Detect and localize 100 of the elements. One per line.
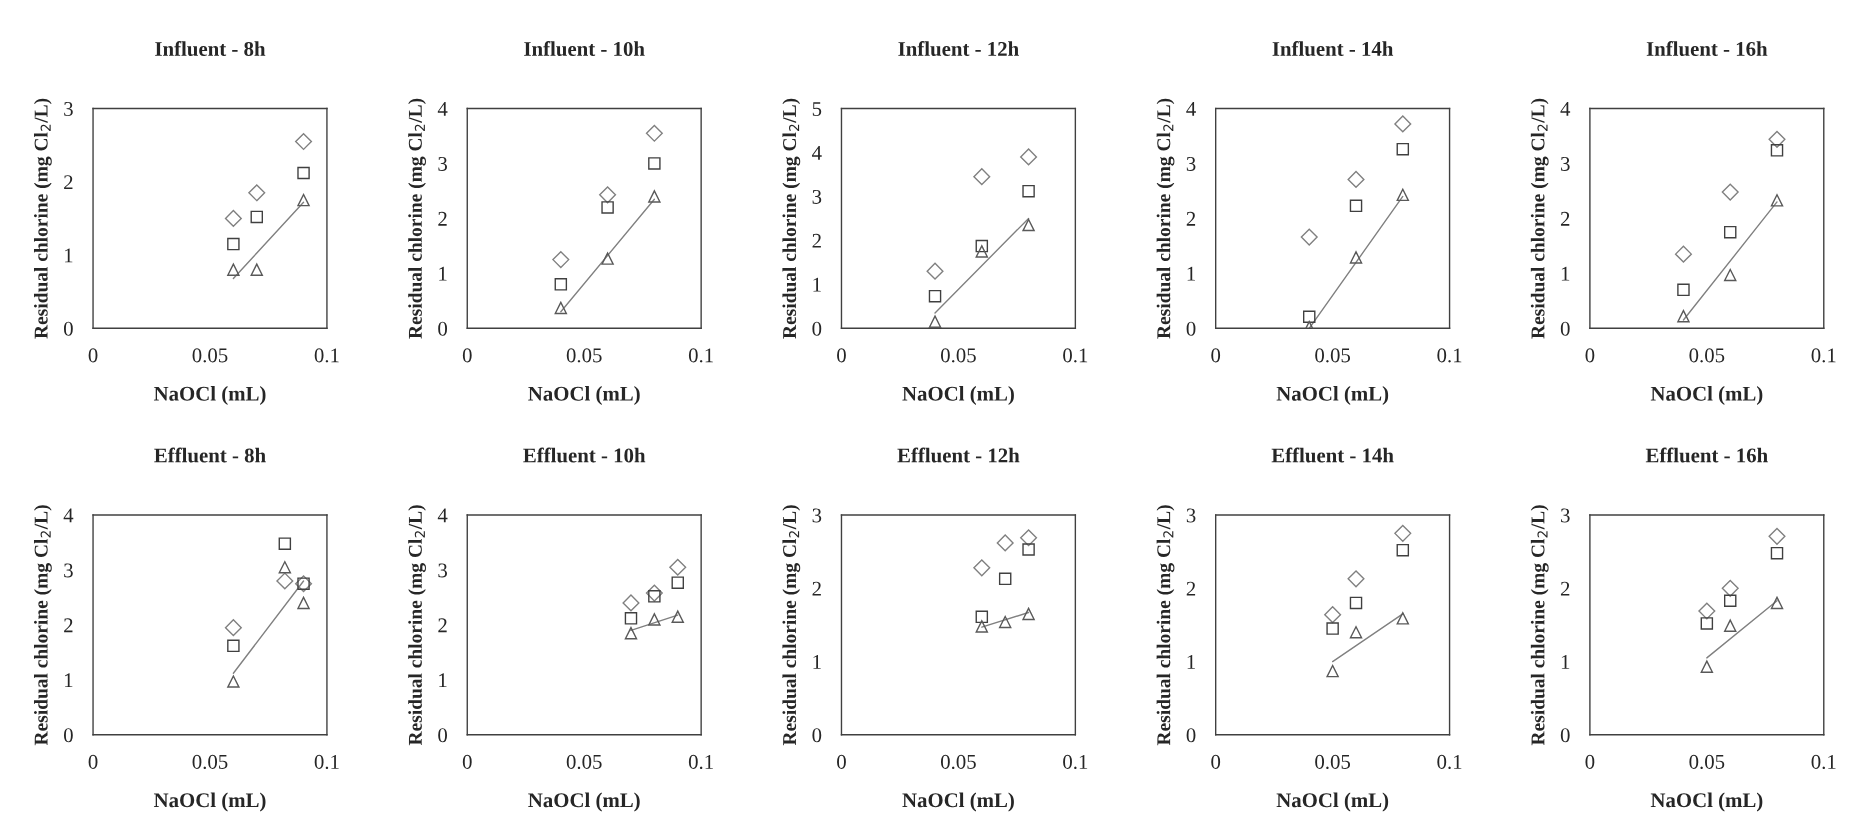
x-axis-title: NaOCl (mL) (153, 386, 266, 405)
y-axis-title: Residual chlorine (mg Cl$_{2}$/L) (1530, 98, 1549, 339)
x-axis-title: NaOCl (mL) (1650, 386, 1763, 405)
x-tick-label: 0 (1211, 348, 1221, 363)
chart-title: Effluent - 16h (1645, 447, 1768, 463)
y-tick-label: 2 (812, 233, 821, 248)
x-tick-label: 0.1 (1811, 348, 1836, 363)
y-axis-title: Residual chlorine (mg Cl$_{2}$/L) (782, 98, 801, 339)
point (1723, 268, 1737, 282)
y-tick-label: 0 (1186, 321, 1196, 336)
point (645, 124, 663, 142)
chart-title: Effluent - 8h (154, 447, 266, 463)
y-axis-title: Residual chlorine (mg Cl$_{2}$/L) (33, 505, 52, 746)
x-tick-label: 0.05 (566, 754, 602, 769)
x-tick-label: 0 (1211, 754, 1221, 769)
x-tick-label: 0 (88, 348, 98, 363)
point (224, 209, 242, 227)
point (1723, 619, 1737, 632)
point (669, 558, 687, 576)
point (278, 537, 292, 550)
y-tick-label: 1 (65, 673, 73, 688)
x-tick-label: 0.1 (314, 348, 339, 363)
y-tick-label: 2 (1560, 581, 1570, 596)
point (996, 534, 1014, 552)
y-tick-label: 3 (438, 156, 447, 171)
point (601, 252, 614, 265)
point (599, 186, 617, 204)
point (645, 584, 663, 602)
point (554, 301, 568, 315)
point (278, 560, 292, 574)
point (1700, 617, 1714, 630)
x-tick-label: 0.1 (1063, 754, 1088, 769)
point (601, 201, 614, 214)
point (624, 626, 638, 640)
x-tick-label: 0.05 (1689, 348, 1725, 363)
y-tick-label: 0 (1560, 321, 1570, 336)
x-tick-label: 0.1 (688, 348, 713, 363)
y-tick-label: 3 (1186, 508, 1196, 523)
x-tick-label: 0.05 (192, 348, 228, 363)
x-tick-label: 0.1 (314, 754, 339, 769)
x-tick-label: 0.05 (1315, 348, 1351, 363)
x-tick-label: 0 (837, 754, 846, 769)
point (975, 239, 989, 253)
y-tick-label: 3 (1561, 156, 1570, 171)
x-tick-label: 0.05 (1689, 754, 1725, 769)
point (297, 193, 310, 207)
y-tick-label: 3 (64, 563, 73, 578)
point (1394, 524, 1412, 542)
y-tick-label: 3 (812, 189, 822, 204)
chart-title: Influent - 14h (1272, 41, 1394, 57)
point (1022, 543, 1035, 556)
y-tick-label: 2 (438, 618, 447, 633)
point (1723, 594, 1737, 608)
y-tick-label: 0 (812, 321, 822, 336)
point (1349, 199, 1363, 213)
point (1326, 622, 1339, 635)
chart-title: Influent - 8h (155, 41, 266, 57)
point (1022, 218, 1035, 232)
point (975, 620, 989, 633)
x-axis-title: NaOCl (mL) (1276, 386, 1389, 405)
point (227, 675, 240, 688)
point (671, 576, 685, 589)
chart-title: Influent - 12h (898, 41, 1019, 57)
point (1721, 183, 1739, 201)
point (250, 263, 264, 276)
point (975, 245, 989, 258)
y-tick-label: 0 (812, 728, 822, 743)
point (1721, 579, 1739, 597)
point (998, 572, 1012, 586)
point (1770, 596, 1784, 610)
point (1022, 184, 1035, 198)
y-tick-label: 1 (1561, 655, 1570, 669)
point (926, 262, 944, 280)
y-tick-label: 3 (1561, 508, 1570, 523)
y-tick-label: 1 (1187, 266, 1195, 281)
y-axis-title: Residual chlorine (mg Cl$_{2}$/L) (1530, 505, 1549, 746)
y-tick-label: 2 (438, 211, 447, 226)
point (1349, 251, 1363, 264)
point (227, 237, 240, 251)
x-tick-label: 0 (837, 348, 846, 363)
point (1349, 596, 1363, 610)
y-tick-label: 2 (812, 581, 821, 596)
point (1674, 245, 1692, 263)
y-tick-label: 1 (813, 655, 821, 669)
x-axis-title: NaOCl (mL) (902, 386, 1014, 405)
y-axis-title: Residual chlorine (mg Cl$_{2}$/L) (1156, 98, 1175, 339)
point (1020, 529, 1038, 547)
point (1347, 170, 1365, 188)
x-tick-label: 0.1 (1063, 348, 1088, 363)
y-tick-label: 4 (63, 508, 74, 523)
y-tick-label: 2 (1186, 211, 1196, 226)
x-tick-label: 0.05 (1315, 754, 1351, 769)
point (552, 251, 570, 269)
y-tick-label: 0 (1186, 728, 1196, 743)
y-tick-label: 0 (1560, 728, 1570, 743)
x-axis-title: NaOCl (mL) (1276, 792, 1389, 812)
y-axis-title: Residual chlorine (mg Cl$_{2}$/L) (33, 98, 52, 339)
point (1396, 612, 1410, 625)
point (648, 157, 661, 170)
y-tick-label: 1 (439, 673, 447, 688)
